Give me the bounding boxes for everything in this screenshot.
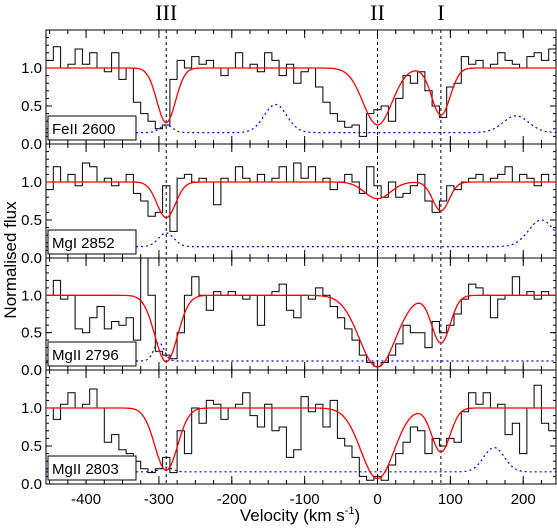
component-marker-i: I xyxy=(437,0,445,484)
voigt-fit xyxy=(46,407,556,480)
y-tick-label: 1.0 xyxy=(21,287,42,304)
flux-histogram xyxy=(46,257,556,367)
y-tick-label: 1.0 xyxy=(21,174,42,191)
flux-histogram xyxy=(46,162,556,232)
component-marker-ii: II xyxy=(370,0,385,484)
ion-label-box xyxy=(47,115,137,141)
x-axis-title-superscript: -1 xyxy=(345,505,355,517)
y-tick-label: 0.5 xyxy=(21,325,42,342)
x-axis-title-text: Velocity (km s xyxy=(240,506,345,525)
flux-histogram xyxy=(46,46,556,137)
y-tick-label: 0.0 xyxy=(21,362,42,379)
y-tick-label: 1.0 xyxy=(21,400,42,417)
x-axis-tick-labels: -400 -300 -200 -100 0 100 200 xyxy=(71,491,536,508)
y-tick-label: 0.5 xyxy=(21,98,42,115)
x-axis-title-close: ) xyxy=(354,506,360,525)
x-tick-label: -400 xyxy=(71,491,101,508)
component-label-iii: III xyxy=(155,0,177,25)
y-axis-title: Normalised flux xyxy=(1,201,20,319)
ion-label: MgII 2803 xyxy=(52,461,119,478)
y-tick-label: 0.0 xyxy=(21,250,42,267)
panel-mgi-2852: 0.0 0.5 1.0 MgI 2852 xyxy=(21,143,557,267)
component-label-ii: II xyxy=(370,0,385,25)
panel-frame xyxy=(45,369,557,485)
x-tick-label: 100 xyxy=(438,491,463,508)
ion-label-box xyxy=(47,455,137,481)
panel-feii-2600: 0.0 0.5 1.0 FeII 2600 xyxy=(21,29,557,153)
y-tick-label: 1.0 xyxy=(21,60,42,77)
y-tick-label: 0.0 xyxy=(21,476,42,493)
component-markers: III II I xyxy=(155,0,445,484)
voigt-fit xyxy=(46,294,556,368)
x-tick-label: 0 xyxy=(373,491,381,508)
panel-mgii-2796: 0.0 0.5 1.0 MgII 2796 xyxy=(21,257,557,379)
x-tick-label: -200 xyxy=(217,491,247,508)
panel-mgii-2803: 0.0 0.5 1.0 MgII 2803 xyxy=(21,369,557,493)
x-tick-label: 200 xyxy=(511,491,536,508)
ion-label: MgI 2852 xyxy=(52,235,115,252)
x-axis-title: Velocity (km s-1) xyxy=(240,505,360,525)
ion-label-box xyxy=(47,341,137,367)
flux-histogram xyxy=(46,384,556,481)
x-tick-label: -300 xyxy=(144,491,174,508)
y-tick-label: 0.5 xyxy=(21,438,42,455)
y-tick-label: 0.0 xyxy=(21,136,42,153)
x-tick-label: -100 xyxy=(290,491,320,508)
ion-label: MgII 2796 xyxy=(52,347,119,364)
component-marker-iii: III xyxy=(155,0,177,484)
ion-label: FeII 2600 xyxy=(52,121,115,138)
y-tick-label: 0.5 xyxy=(21,212,42,229)
component-label-i: I xyxy=(437,0,444,25)
voigt-fit xyxy=(46,181,556,219)
ion-label-box xyxy=(47,229,137,255)
voigt-fit xyxy=(46,67,556,126)
